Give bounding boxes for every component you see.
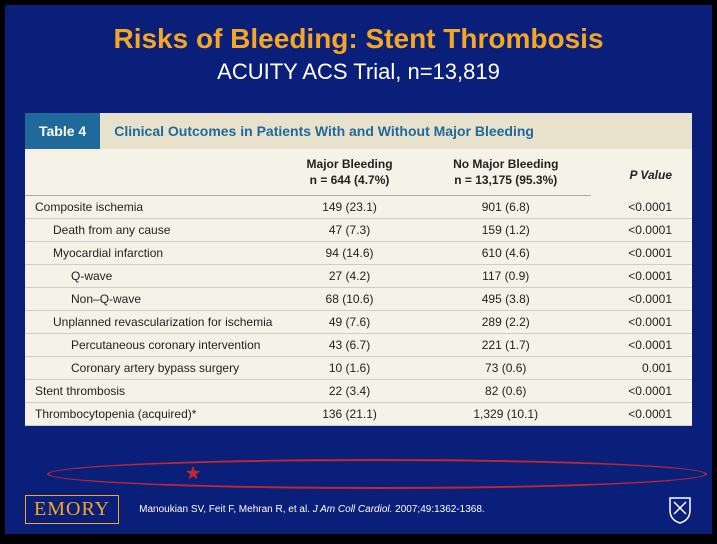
row-major: 47 (7.3) (278, 219, 420, 242)
table-row: Thrombocytopenia (acquired)*136 (21.1)1,… (25, 403, 692, 426)
row-label: Composite ischemia (25, 196, 278, 219)
row-label: Death from any cause (25, 219, 278, 242)
row-nomajor: 610 (4.6) (421, 242, 591, 265)
col-pval-label: P Value (591, 149, 692, 196)
row-pval: <0.0001 (591, 380, 692, 403)
row-nomajor: 221 (1.7) (421, 334, 591, 357)
table-row: Stent thrombosis22 (3.4)82 (0.6)<0.0001 (25, 380, 692, 403)
citation: Manoukian SV, Feit F, Mehran R, et al. J… (119, 504, 668, 515)
row-nomajor: 159 (1.2) (421, 219, 591, 242)
citation-journal: J Am Coll Cardiol. (313, 504, 393, 515)
shield-icon (668, 496, 692, 524)
citation-suffix: 2007;49:1362-1368. (392, 504, 484, 515)
outcomes-table: Major Bleeding No Major Bleeding P Value… (25, 149, 692, 426)
col-major-label: Major Bleeding (278, 149, 420, 173)
table-header: Table 4 Clinical Outcomes in Patients Wi… (25, 113, 692, 149)
table-row: Percutaneous coronary intervention43 (6.… (25, 334, 692, 357)
row-label: Stent thrombosis (25, 380, 278, 403)
table-container: Table 4 Clinical Outcomes in Patients Wi… (25, 113, 692, 426)
row-label: Non–Q-wave (25, 288, 278, 311)
row-major: 22 (3.4) (278, 380, 420, 403)
col-major-n: n = 644 (4.7%) (278, 173, 420, 196)
table-row: Unplanned revascularization for ischemia… (25, 311, 692, 334)
row-label: Coronary artery bypass surgery (25, 357, 278, 380)
footer: EMORY Manoukian SV, Feit F, Mehran R, et… (25, 495, 692, 524)
row-nomajor: 495 (3.8) (421, 288, 591, 311)
row-label: Percutaneous coronary intervention (25, 334, 278, 357)
row-nomajor: 73 (0.6) (421, 357, 591, 380)
col-blank2 (25, 173, 278, 196)
row-nomajor: 82 (0.6) (421, 380, 591, 403)
col-nomajor-label: No Major Bleeding (421, 149, 591, 173)
row-nomajor: 117 (0.9) (421, 265, 591, 288)
row-pval: <0.0001 (591, 196, 692, 219)
row-pval: <0.0001 (591, 288, 692, 311)
row-nomajor: 289 (2.2) (421, 311, 591, 334)
row-major: 94 (14.6) (278, 242, 420, 265)
row-major: 149 (23.1) (278, 196, 420, 219)
row-label: Thrombocytopenia (acquired)* (25, 403, 278, 426)
emory-logo: EMORY (25, 495, 119, 524)
row-pval: <0.0001 (591, 334, 692, 357)
row-major: 68 (10.6) (278, 288, 420, 311)
row-label: Unplanned revascularization for ischemia (25, 311, 278, 334)
row-pval: <0.0001 (591, 403, 692, 426)
table-row: Coronary artery bypass surgery10 (1.6)73… (25, 357, 692, 380)
row-label: Q-wave (25, 265, 278, 288)
row-label: Myocardial infarction (25, 242, 278, 265)
table-row: Q-wave27 (4.2)117 (0.9)<0.0001 (25, 265, 692, 288)
row-pval: <0.0001 (591, 242, 692, 265)
row-pval: <0.0001 (591, 265, 692, 288)
row-pval: <0.0001 (591, 311, 692, 334)
table-row: Myocardial infarction94 (14.6)610 (4.6)<… (25, 242, 692, 265)
slide-subtitle: ACUITY ACS Trial, n=13,819 (5, 59, 712, 85)
row-major: 43 (6.7) (278, 334, 420, 357)
table-row: Composite ischemia149 (23.1)901 (6.8)<0.… (25, 196, 692, 219)
col-blank (25, 149, 278, 173)
highlight-circle (47, 459, 707, 489)
citation-prefix: Manoukian SV, Feit F, Mehran R, et al. (139, 504, 313, 515)
col-nomajor-n: n = 13,175 (95.3%) (421, 173, 591, 196)
row-pval: <0.0001 (591, 219, 692, 242)
row-major: 27 (4.2) (278, 265, 420, 288)
row-nomajor: 1,329 (10.1) (421, 403, 591, 426)
table-badge: Table 4 (25, 113, 100, 149)
row-nomajor: 901 (6.8) (421, 196, 591, 219)
slide-title: Risks of Bleeding: Stent Thrombosis (5, 23, 712, 55)
table-row: Non–Q-wave68 (10.6)495 (3.8)<0.0001 (25, 288, 692, 311)
table-row: Death from any cause47 (7.3)159 (1.2)<0.… (25, 219, 692, 242)
row-pval: 0.001 (591, 357, 692, 380)
highlight-star-icon: ★ (185, 463, 201, 484)
row-major: 49 (7.6) (278, 311, 420, 334)
row-major: 10 (1.6) (278, 357, 420, 380)
table-caption: Clinical Outcomes in Patients With and W… (100, 113, 692, 149)
slide: Risks of Bleeding: Stent Thrombosis ACUI… (5, 5, 712, 534)
row-major: 136 (21.1) (278, 403, 420, 426)
